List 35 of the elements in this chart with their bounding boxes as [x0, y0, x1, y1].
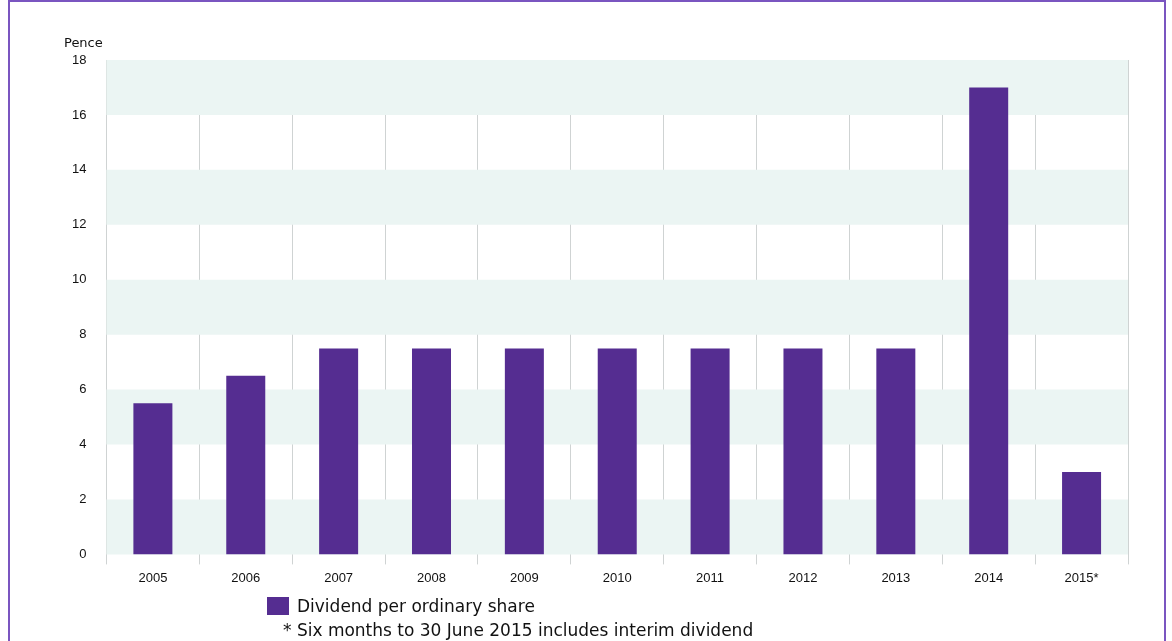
- bar: [1062, 472, 1102, 555]
- x-tick-label: 2012: [788, 569, 818, 585]
- text: * Six months to 30 June 2015 includes interim dividend: [282, 619, 754, 641]
- y-tick-label: 4: [79, 436, 87, 452]
- y-tick-label: 2: [79, 491, 87, 507]
- x-tick-label: 2011: [696, 569, 725, 585]
- y-tick-label: 0: [79, 545, 87, 561]
- y-tick-label: 8: [79, 326, 87, 342]
- y-tick-label: 10: [71, 271, 87, 287]
- x-tick-label: 2006: [231, 569, 261, 585]
- bar: [319, 348, 359, 555]
- bar: [133, 403, 173, 555]
- bar: [504, 348, 544, 555]
- y-axis-title: Pence: [64, 34, 103, 50]
- x-tick-label: 2008: [417, 569, 446, 585]
- y-tick-label: 18: [71, 51, 87, 67]
- x-tick-label: 2010: [602, 569, 632, 585]
- x-tick-label: 2005: [138, 569, 168, 585]
- bar: [876, 348, 916, 555]
- y-tick-label: 12: [71, 216, 87, 232]
- x-tick-label: 2015*: [1064, 569, 1099, 585]
- x-tick-label: 2007: [324, 569, 354, 585]
- x-tick-label: 2013: [881, 569, 911, 585]
- x-tick-label: 2014: [974, 569, 1004, 585]
- bar: [597, 348, 637, 555]
- x-tick-label: 2009: [509, 569, 539, 585]
- y-tick-label: 6: [79, 381, 87, 397]
- bar: [783, 348, 823, 555]
- bar: [411, 348, 451, 555]
- y-tick-label: 14: [71, 161, 87, 177]
- legend-label: Dividend per ordinary share: [297, 595, 535, 618]
- bar: [690, 348, 730, 555]
- bar: [969, 87, 1009, 555]
- y-tick-label: 16: [71, 106, 87, 122]
- bar: [226, 375, 266, 555]
